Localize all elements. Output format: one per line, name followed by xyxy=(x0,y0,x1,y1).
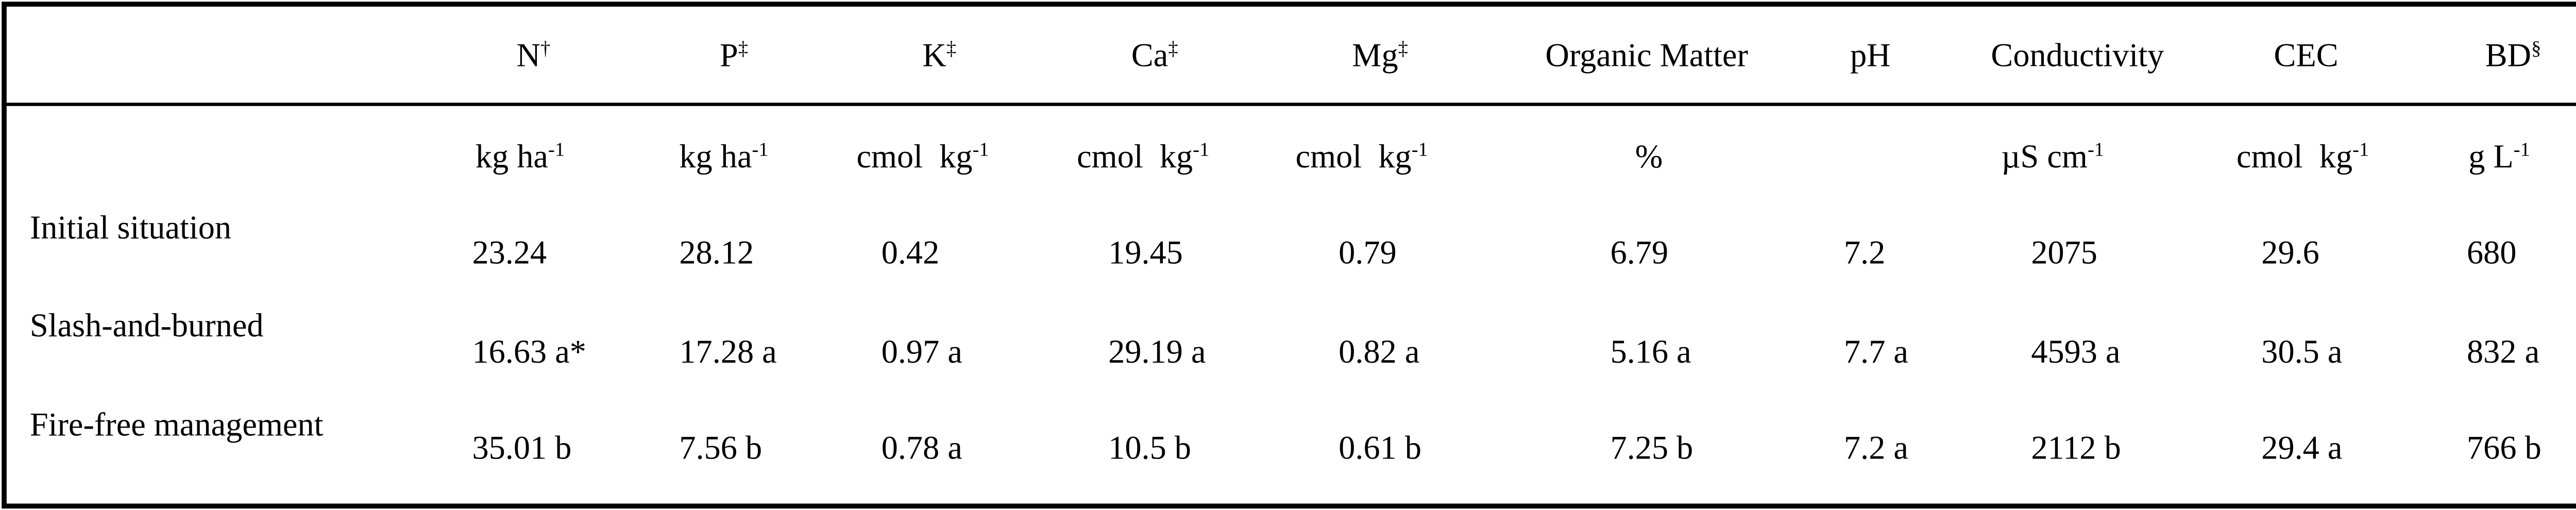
column-mark: † xyxy=(540,36,551,60)
column-header: CEC xyxy=(2274,40,2338,73)
unit: cmol kg-1 xyxy=(856,137,989,176)
column-header: pH xyxy=(1850,40,1891,73)
cell: 7.56 b xyxy=(679,431,762,467)
cell: 29.4 a xyxy=(2261,431,2343,467)
column-label: CEC xyxy=(2274,38,2338,75)
unit-exponent: -1 xyxy=(2513,137,2530,161)
cell: 680 xyxy=(2467,235,2517,272)
cell: 17.28 a xyxy=(679,334,777,371)
unit-text: cmol kg xyxy=(2236,139,2353,176)
column-header: Organic Matter xyxy=(1546,40,1749,73)
row-label: Initial situation xyxy=(29,210,232,247)
cell: 7.7 a xyxy=(1843,334,1909,371)
cell: 2112 b xyxy=(2031,431,2121,467)
unit-text: cmol kg xyxy=(1295,139,1412,176)
unit-text: kg ha xyxy=(475,139,549,176)
column-header: P‡ xyxy=(719,36,749,75)
cell: 5.16 a xyxy=(1610,334,1691,371)
unit: cmol kg-1 xyxy=(1295,137,1428,176)
unit-text: % xyxy=(1635,139,1663,176)
header-rule xyxy=(2,103,2576,106)
cell: 10.5 b xyxy=(1108,431,1192,467)
column-mark: ‡ xyxy=(1168,36,1178,60)
cell: 0.97 a xyxy=(881,334,962,371)
unit-exponent: -1 xyxy=(2087,137,2105,161)
cell: 29.19 a xyxy=(1108,334,1206,371)
cell: 6.79 xyxy=(1610,235,1669,272)
unit: cmol kg-1 xyxy=(2236,137,2369,176)
unit-text: cmol kg xyxy=(1077,139,1193,176)
column-label: Mg xyxy=(1352,38,1398,75)
unit-text: kg ha xyxy=(679,139,752,176)
column-header: BD§ xyxy=(2485,36,2541,75)
column-label: K xyxy=(922,38,946,75)
cell: 7.2 a xyxy=(1843,431,1909,467)
column-header: Mg‡ xyxy=(1352,36,1408,75)
cell: 23.24 xyxy=(472,235,547,272)
cell: 832 a xyxy=(2467,334,2540,371)
column-label: P xyxy=(719,38,738,75)
unit-exponent: -1 xyxy=(1411,137,1428,161)
unit-exponent: -1 xyxy=(1193,137,1210,161)
column-mark: ‡ xyxy=(946,36,957,60)
column-header: Ca‡ xyxy=(1131,36,1178,75)
cell: 0.78 a xyxy=(881,431,962,467)
cell: 19.45 xyxy=(1108,235,1183,272)
column-label: Organic Matter xyxy=(1545,38,1749,75)
unit-exponent: -1 xyxy=(752,137,769,161)
cell: 4593 a xyxy=(2031,334,2121,371)
unit-text: g L xyxy=(2468,139,2514,176)
cell: 7.2 xyxy=(1843,235,1886,272)
unit: % xyxy=(1635,141,1663,174)
row-label: Slash-and-burned xyxy=(29,308,264,345)
cell: 16.63 a* xyxy=(472,334,586,371)
cell: 2075 xyxy=(2031,235,2097,272)
cell: 7.25 b xyxy=(1610,431,1693,467)
column-label: N xyxy=(516,38,541,75)
unit-exponent: -1 xyxy=(548,137,565,161)
column-header: N† xyxy=(516,36,551,75)
column-mark: ‡ xyxy=(738,36,749,60)
cell: 0.79 xyxy=(1338,235,1397,272)
unit: kg ha-1 xyxy=(475,137,565,176)
column-header: K‡ xyxy=(922,36,957,75)
column-mark: § xyxy=(2531,36,2541,60)
cell: 28.12 xyxy=(679,235,754,272)
cell: 766 b xyxy=(2467,431,2541,467)
unit: µS cm-1 xyxy=(2001,137,2105,176)
unit-exponent: -1 xyxy=(972,137,989,161)
cell: 0.61 b xyxy=(1338,431,1421,467)
cell: 29.6 xyxy=(2261,235,2319,272)
cell: 30.5 a xyxy=(2261,334,2343,371)
row-label: Fire-free management xyxy=(29,407,324,444)
cell: 0.42 xyxy=(881,235,940,272)
unit-text: µS cm xyxy=(2001,139,2088,176)
column-label: BD xyxy=(2485,38,2532,75)
column-mark: ‡ xyxy=(1398,36,1408,60)
unit: g L-1 xyxy=(2468,137,2530,176)
cell: 35.01 b xyxy=(472,431,572,467)
cell: 0.82 a xyxy=(1338,334,1420,371)
column-header: Conductivity xyxy=(1991,40,2164,73)
column-label: Ca xyxy=(1131,38,1168,75)
column-label: Conductivity xyxy=(1991,38,2164,75)
unit: cmol kg-1 xyxy=(1077,137,1210,176)
unit-exponent: -1 xyxy=(2352,137,2369,161)
unit-text: cmol kg xyxy=(856,139,973,176)
column-label: pH xyxy=(1850,38,1891,75)
unit: kg ha-1 xyxy=(679,137,769,176)
